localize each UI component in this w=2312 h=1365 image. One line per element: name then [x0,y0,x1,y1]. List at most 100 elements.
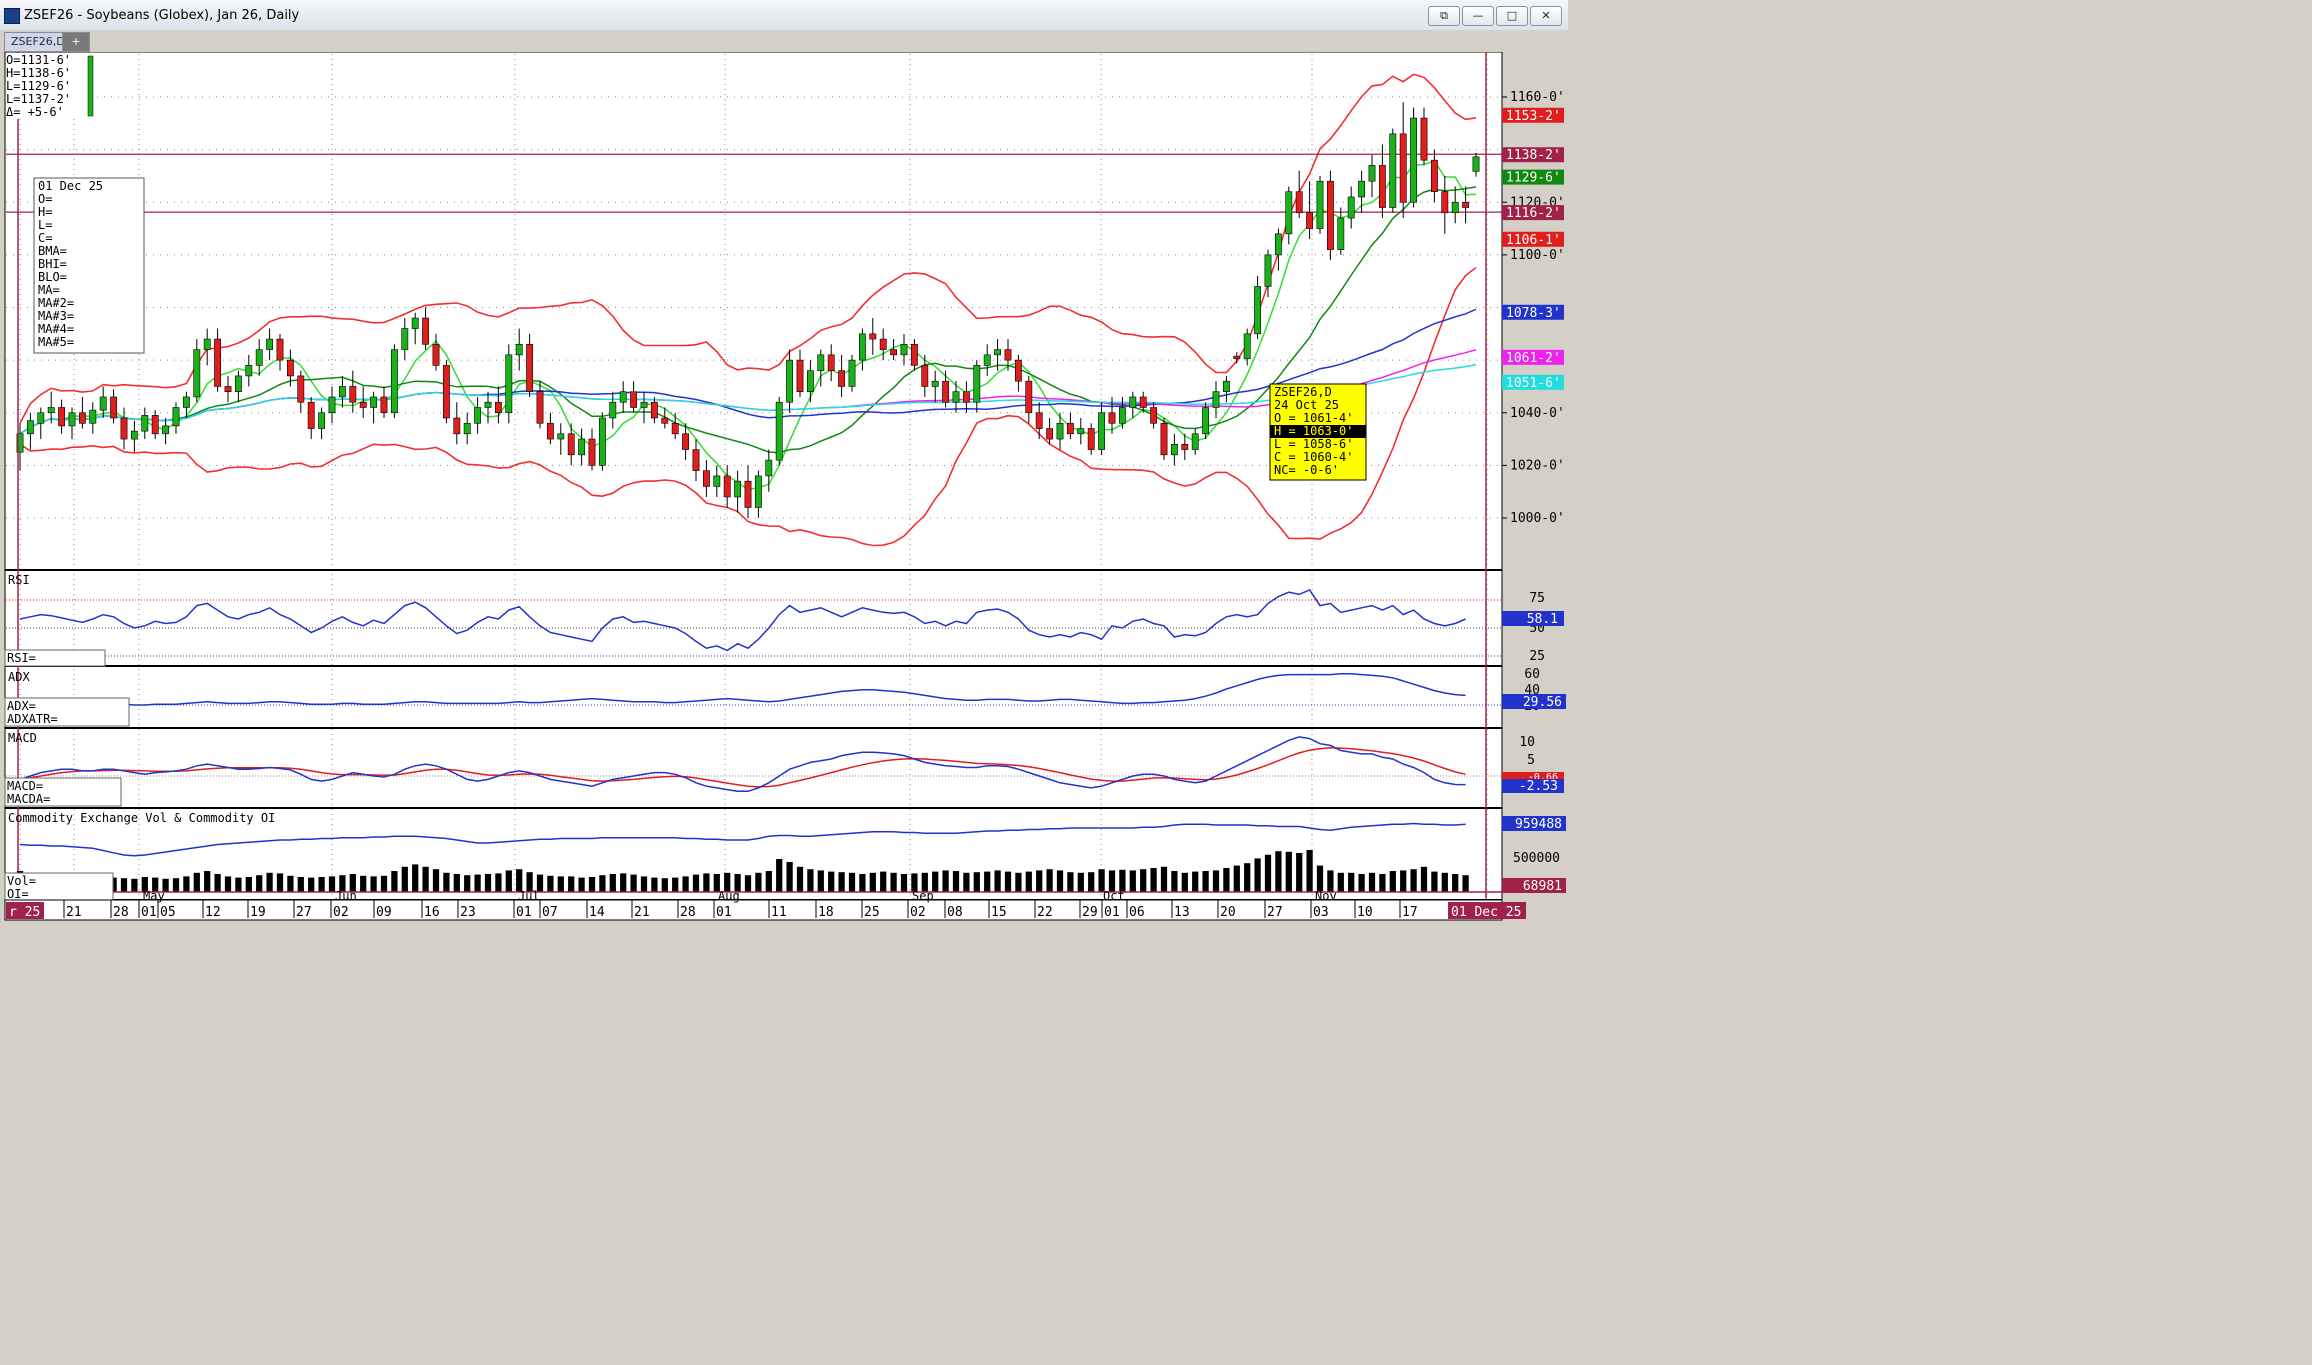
candle[interactable] [827,344,835,382]
candle[interactable] [630,381,638,413]
candle[interactable] [182,391,190,419]
candle[interactable] [411,312,419,345]
candle[interactable] [713,465,721,497]
candle[interactable] [1181,433,1189,461]
candle[interactable] [1077,418,1085,445]
candle[interactable] [1046,418,1054,445]
data-window[interactable]: 01 Dec 25O=H=L=C=BMA=BHI=BLO=MA=MA#2=MA#… [33,177,145,354]
candle[interactable] [442,360,450,424]
candle[interactable] [1160,418,1168,461]
candle[interactable] [151,410,159,440]
candle[interactable] [1087,423,1095,455]
candle[interactable] [515,328,523,371]
candle[interactable] [1004,339,1012,371]
candle[interactable] [1066,412,1074,440]
candle[interactable] [214,328,222,392]
candle[interactable] [671,412,679,440]
candle[interactable] [1326,170,1334,261]
candle[interactable] [1035,402,1043,440]
candle[interactable] [567,423,575,466]
candle[interactable] [172,402,180,434]
candle[interactable] [1399,102,1407,219]
candle[interactable] [286,349,294,387]
candle[interactable] [848,354,856,392]
candle[interactable] [422,307,430,350]
candle[interactable] [1212,381,1220,419]
candle[interactable] [110,389,118,424]
candle[interactable] [26,412,34,450]
candle[interactable] [931,370,939,403]
candle[interactable] [234,370,242,403]
candle[interactable] [900,333,908,366]
candle[interactable] [692,439,700,482]
candle[interactable] [1306,181,1314,240]
candle[interactable] [78,396,86,429]
candle[interactable] [1368,154,1376,197]
candle[interactable] [557,423,565,455]
candle[interactable] [328,386,336,424]
candle[interactable] [661,407,669,429]
candle[interactable] [307,396,315,440]
candle[interactable] [910,339,918,371]
candle[interactable] [16,423,24,471]
candle[interactable] [68,407,76,440]
candle[interactable] [1420,107,1428,166]
candle[interactable] [494,386,502,424]
candle[interactable] [1410,107,1418,208]
candle[interactable] [786,349,794,413]
candle[interactable] [1472,152,1480,177]
candle[interactable] [1202,402,1210,440]
candle[interactable] [942,370,950,408]
candle[interactable] [1222,375,1230,403]
candle[interactable] [598,412,606,471]
candle[interactable] [1025,375,1033,424]
candle[interactable] [505,344,513,424]
candle[interactable] [120,407,128,450]
candle[interactable] [89,402,97,434]
candle[interactable] [1254,275,1262,340]
chart-canvas[interactable]: O=1131-6' H=1138-6' L=1129-6' L=1137-2' … [0,52,1568,926]
candle[interactable] [1056,412,1064,450]
candle[interactable] [994,339,1002,371]
candle[interactable] [474,396,482,434]
candle[interactable] [1098,402,1106,455]
candle[interactable] [1170,433,1178,466]
candle[interactable] [162,418,170,445]
candle[interactable] [255,339,263,376]
candle[interactable] [318,407,326,440]
candle[interactable] [796,349,804,397]
candle[interactable] [203,328,211,366]
candle[interactable] [682,423,690,461]
candle[interactable] [962,381,970,413]
candle[interactable] [702,460,710,497]
candle[interactable] [1191,428,1199,455]
candle[interactable] [432,333,440,371]
candle[interactable] [619,381,627,413]
candle[interactable] [723,465,731,508]
candle[interactable] [1233,352,1241,364]
candle[interactable] [1264,249,1272,297]
candle[interactable] [879,328,887,361]
candle[interactable] [1451,186,1459,224]
candle[interactable] [588,428,596,471]
candle[interactable] [297,370,305,413]
candle[interactable] [734,470,742,513]
maximize-button[interactable]: □ [1496,6,1528,26]
candle[interactable] [765,449,773,492]
candle[interactable] [526,333,534,397]
candle[interactable] [266,328,274,361]
candle[interactable] [47,391,55,424]
candle[interactable] [952,381,960,413]
candle[interactable] [58,399,66,434]
candle[interactable] [193,339,201,403]
candle[interactable] [1462,186,1470,224]
candle[interactable] [1441,175,1449,234]
candle[interactable] [609,391,617,429]
candle[interactable] [359,386,367,419]
candle[interactable] [1108,396,1116,434]
candle[interactable] [1378,144,1386,219]
candle[interactable] [640,391,648,424]
candle[interactable] [744,465,752,518]
candle[interactable] [806,360,814,403]
candle[interactable] [463,412,471,445]
